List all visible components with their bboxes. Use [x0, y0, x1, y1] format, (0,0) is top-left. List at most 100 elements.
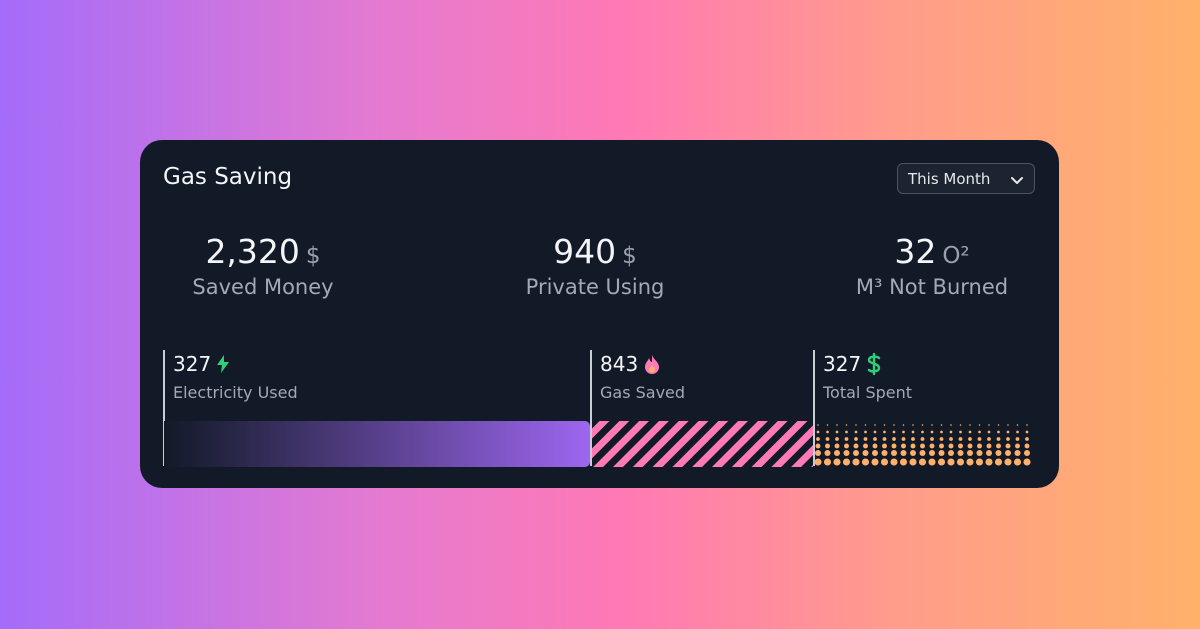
dot — [997, 430, 1000, 434]
dot — [902, 430, 905, 434]
stat: 940 $ Private Using — [445, 232, 745, 299]
dot — [854, 437, 858, 441]
dot — [862, 450, 869, 456]
segment-value: 327 — [173, 352, 212, 376]
dot — [882, 437, 887, 441]
dot — [843, 450, 850, 456]
dot — [940, 424, 943, 426]
dot — [921, 430, 924, 434]
stat-value: 32 — [894, 232, 937, 271]
segment-label: Electricity Used — [173, 383, 298, 402]
dot — [825, 437, 830, 441]
dot — [1024, 450, 1030, 456]
dot — [959, 430, 962, 434]
stat-unit: $ — [305, 243, 321, 269]
dot — [892, 437, 896, 441]
dot — [835, 430, 839, 434]
dot — [816, 437, 820, 441]
gas-bar — [592, 421, 813, 467]
dot — [986, 443, 992, 449]
dot — [949, 437, 953, 441]
dot — [824, 450, 831, 456]
dot — [883, 430, 886, 434]
dot — [863, 437, 868, 441]
dot — [881, 450, 888, 456]
dot — [844, 443, 849, 449]
dot — [1007, 424, 1009, 426]
dot — [976, 450, 983, 456]
dot — [937, 458, 946, 466]
dot — [930, 430, 934, 434]
segment-value: 327 — [823, 352, 862, 376]
dot — [969, 424, 971, 426]
segment-label: Total Spent — [823, 383, 913, 402]
dot — [950, 424, 952, 426]
stat-label: M³ Not Burned — [855, 275, 1009, 299]
dot — [823, 458, 832, 466]
bolt-icon — [217, 355, 230, 373]
dot — [816, 430, 820, 434]
dot — [1016, 424, 1019, 426]
dot — [863, 443, 868, 449]
dot — [883, 424, 886, 426]
stat: 2,320 $ Saved Money — [113, 232, 413, 299]
dot — [948, 450, 954, 456]
dot — [880, 458, 889, 466]
dot — [834, 443, 840, 449]
dot — [873, 430, 877, 434]
dot — [893, 424, 895, 426]
chevron-icon[interactable] — [1009, 172, 1025, 188]
dot — [1023, 458, 1031, 466]
dot — [928, 458, 936, 466]
dot — [836, 424, 838, 426]
dot — [814, 458, 822, 466]
dot — [978, 430, 981, 434]
dot — [978, 424, 981, 426]
dot — [956, 458, 965, 466]
dot — [900, 450, 907, 456]
dot — [986, 450, 992, 456]
dot — [901, 443, 906, 449]
dot — [844, 437, 849, 441]
dot — [1005, 443, 1011, 449]
dot — [949, 430, 953, 434]
dot — [861, 458, 870, 466]
dropdown-label[interactable]: This Month — [908, 170, 991, 188]
dot — [929, 450, 935, 456]
dot — [918, 458, 927, 466]
dot — [1015, 443, 1020, 449]
dot — [873, 437, 877, 441]
dot — [968, 430, 972, 434]
dot — [864, 430, 867, 434]
dot — [853, 443, 859, 449]
dollar-icon — [867, 353, 881, 375]
dot — [910, 443, 916, 449]
stat-unit: O² — [942, 243, 970, 269]
segment-divider — [163, 350, 165, 466]
dot — [940, 430, 943, 434]
dot — [890, 458, 898, 466]
dot — [835, 437, 839, 441]
period-dropdown[interactable]: This Month — [897, 163, 1035, 194]
dot — [901, 437, 906, 441]
dot — [815, 443, 821, 449]
dot — [997, 424, 1000, 426]
dot — [977, 437, 982, 441]
dot — [1004, 458, 1012, 466]
dot — [921, 424, 924, 426]
segment-value-row: 843 — [600, 352, 661, 376]
dot — [985, 458, 993, 466]
dot — [872, 443, 878, 449]
dot — [1026, 424, 1028, 426]
dot — [995, 450, 1002, 456]
dot — [891, 450, 897, 456]
segment-value-row: 327 — [823, 352, 882, 376]
dot — [1013, 458, 1022, 466]
dot — [911, 437, 915, 441]
progress-bar — [164, 421, 1031, 467]
dot — [958, 443, 963, 449]
dot — [902, 424, 905, 426]
dot — [968, 437, 972, 441]
dot — [854, 430, 858, 434]
